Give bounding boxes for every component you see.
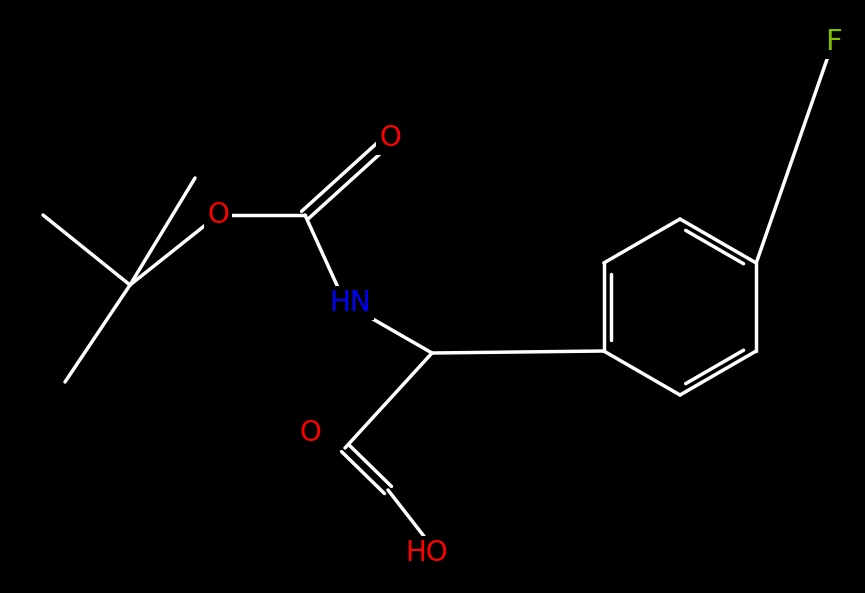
Text: HO: HO	[406, 539, 448, 567]
Text: O: O	[379, 124, 400, 152]
Text: F: F	[824, 28, 842, 56]
Text: HN: HN	[330, 289, 371, 317]
Text: O: O	[299, 419, 321, 447]
Text: O: O	[207, 201, 229, 229]
